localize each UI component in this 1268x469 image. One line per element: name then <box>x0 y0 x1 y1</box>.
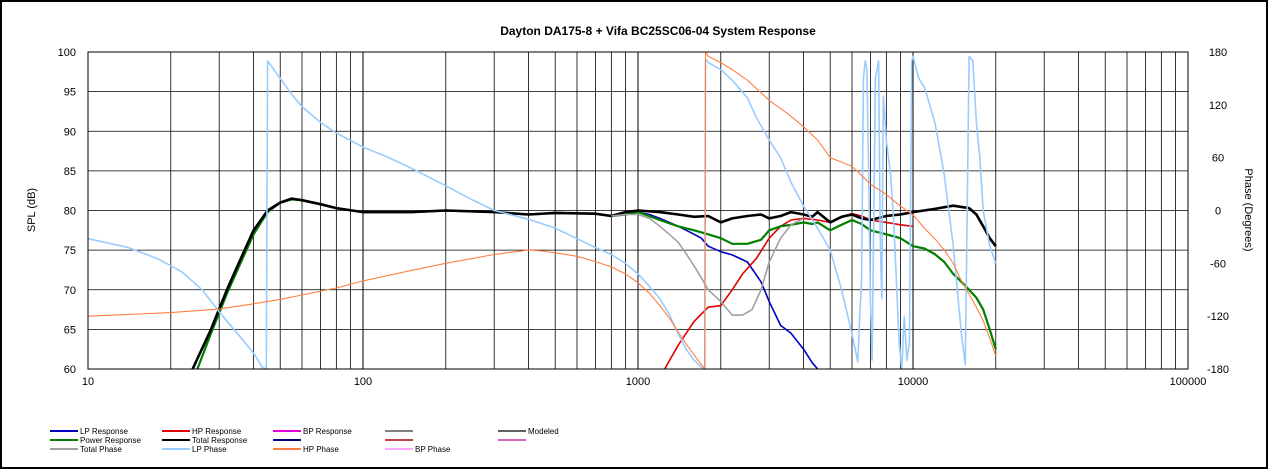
series-line-lp-response <box>191 198 819 370</box>
legend: LP Response HP Response BP Response Modeled… <box>50 427 559 454</box>
y-tick-label-left: 60 <box>64 364 76 376</box>
legend-label: LP Response <box>80 427 128 436</box>
y-tick-label-left: 90 <box>64 126 76 138</box>
legend-label: Modeled <box>528 427 559 436</box>
y-tick-label-right: -180 <box>1207 364 1229 376</box>
plot-border <box>87 51 1189 370</box>
chart-title: Dayton DA175-8 + Vifa BC25SC06-04 System… <box>500 24 816 38</box>
y-axis-right-label: Phase (Degrees) <box>1242 168 1254 251</box>
y-tick-label-left: 75 <box>64 245 76 257</box>
legend-label: LP Phase <box>192 445 227 454</box>
legend-label: BP Phase <box>415 445 451 454</box>
x-tick-label: 100 <box>354 376 372 388</box>
ticks-layer: 10 100 1000 10000 100000 60 65 70 75 80 85 90 95 100 -… <box>58 47 1229 388</box>
legend-label: Power Response <box>80 436 141 445</box>
y-tick-label-right: -60 <box>1210 258 1226 270</box>
series-line-power-response <box>196 198 997 370</box>
x-tick-label: 10 <box>82 376 94 388</box>
y-tick-label-right: 0 <box>1215 206 1221 218</box>
y-tick-label-right: 120 <box>1209 100 1227 112</box>
y-tick-label-left: 70 <box>64 285 76 297</box>
y-tick-label-right: -120 <box>1207 311 1229 323</box>
y-tick-label-left: 85 <box>64 166 76 178</box>
legend-label: Total Phase <box>80 445 122 454</box>
legend-label: HP Response <box>192 427 242 436</box>
series-line-hp-response <box>664 212 914 370</box>
legend-label: Total Response <box>192 436 248 445</box>
y-tick-label-right: 180 <box>1209 47 1227 59</box>
series-line-total-response <box>191 197 997 370</box>
y-tick-label-left: 65 <box>64 324 76 336</box>
x-tick-label: 10000 <box>898 376 929 388</box>
series-layer <box>87 51 997 370</box>
legend-label: HP Phase <box>303 445 339 454</box>
series-line-hp-phase <box>87 51 997 370</box>
y-tick-label-left: 100 <box>58 47 76 59</box>
y-axis-left-label: SPL (dB) <box>26 188 38 232</box>
y-tick-label-left: 95 <box>64 87 76 99</box>
x-tick-label: 100000 <box>1170 376 1207 388</box>
legend-label: BP Response <box>303 427 352 436</box>
y-tick-label-right: 60 <box>1212 153 1224 165</box>
series-line-total-phase <box>611 213 804 316</box>
y-tick-label-left: 80 <box>64 206 76 218</box>
series-line-lp-phase <box>87 55 997 370</box>
x-tick-label: 1000 <box>626 376 650 388</box>
